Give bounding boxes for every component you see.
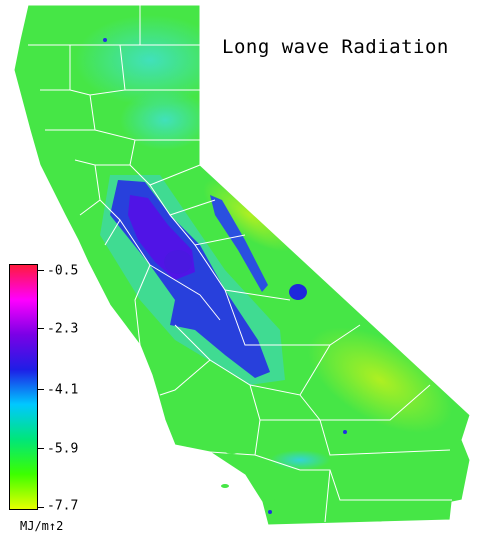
map-title: Long wave Radiation bbox=[222, 36, 449, 58]
colorbar-label-min: -7.7 bbox=[47, 498, 79, 514]
colorbar-units: MJ/m↑2 bbox=[20, 519, 64, 533]
channel-islands bbox=[184, 443, 275, 502]
colorbar-label: -2.3 bbox=[47, 321, 79, 337]
colorbar bbox=[9, 264, 38, 510]
colorbar-label: -4.1 bbox=[47, 382, 79, 398]
colorbar-tick bbox=[38, 270, 44, 271]
state-outline bbox=[14, 5, 470, 525]
colorbar-tick bbox=[38, 328, 44, 329]
colorbar-label: -5.9 bbox=[47, 441, 79, 457]
colorbar-tick bbox=[38, 507, 44, 508]
colorbar-tick bbox=[38, 448, 44, 449]
colorbar-tick bbox=[38, 389, 44, 390]
county-boundaries bbox=[28, 5, 452, 523]
colorbar-label-max: -0.5 bbox=[47, 263, 79, 279]
